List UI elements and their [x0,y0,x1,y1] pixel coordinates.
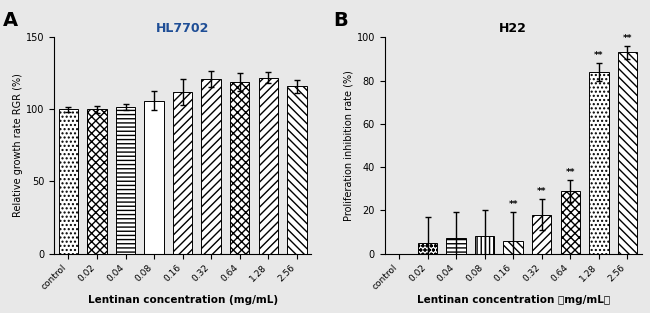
Bar [230,82,250,254]
X-axis label: Lentinan concentration （mg/mL）: Lentinan concentration （mg/mL） [417,295,610,305]
Bar [144,101,164,254]
Text: **: ** [566,168,575,177]
Y-axis label: Relative growth rate RGR (%): Relative growth rate RGR (%) [13,74,23,217]
Text: **: ** [508,200,518,209]
Bar [618,52,637,254]
Bar [504,241,523,254]
Y-axis label: Proliferation inhibition rate (%): Proliferation inhibition rate (%) [344,70,354,221]
Text: **: ** [594,51,604,60]
Title: H22: H22 [499,22,527,35]
Title: HL7702: HL7702 [156,22,209,35]
Text: A: A [3,11,18,30]
Text: B: B [333,11,348,30]
Text: **: ** [537,187,547,196]
Bar [287,86,307,254]
Bar [475,236,495,254]
Bar [447,239,466,254]
X-axis label: Lentinan concentration (mg/mL): Lentinan concentration (mg/mL) [88,295,278,305]
Bar [560,191,580,254]
Bar [116,107,135,254]
Bar [532,215,551,254]
Bar [87,109,107,254]
Bar [202,79,221,254]
Bar [58,109,78,254]
Bar [173,92,192,254]
Bar [259,78,278,254]
Text: **: ** [623,34,632,43]
Bar [589,72,608,254]
Bar [418,243,437,254]
